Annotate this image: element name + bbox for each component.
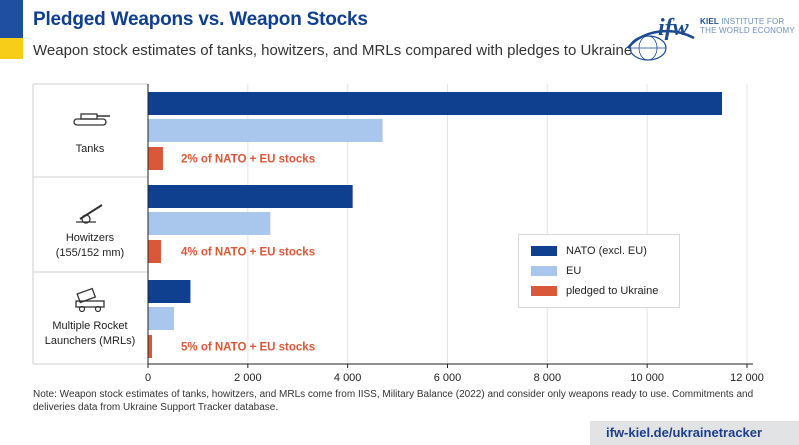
legend-label-eu: EU [566, 265, 582, 277]
ifw-logo: ifw [627, 15, 695, 61]
footer-link[interactable]: ifw-kiel.de/ukrainetracker [606, 425, 763, 440]
x-tick-label: 8 000 [534, 372, 562, 384]
x-tick-label: 4 000 [334, 372, 362, 384]
legend-label-nato: NATO (excl. EU) [566, 245, 647, 257]
legend-swatch-pledged [531, 286, 557, 296]
bar-1-1 [148, 212, 271, 235]
x-tick-label: 10 000 [630, 372, 664, 384]
legend-swatch-eu [531, 266, 557, 276]
category-label: Tanks [76, 143, 105, 155]
tank-icon [73, 113, 110, 126]
legend: NATO (excl. EU) EU pledged to Ukraine [518, 234, 680, 308]
bar-0-1 [148, 185, 353, 208]
x-tick-label: 2 000 [234, 372, 262, 384]
chart-subtitle: Weapon stock estimates of tanks, howitze… [33, 42, 633, 59]
rocket-launcher-icon [75, 287, 105, 313]
logo-mark: ifw [658, 15, 690, 41]
bar-2-1 [148, 240, 161, 263]
bar-1-0 [148, 119, 383, 142]
category-label: Launchers (MRLs) [45, 335, 135, 347]
legend-label-pledged: pledged to Ukraine [566, 285, 659, 297]
bar-0-2 [148, 280, 191, 303]
x-tick-label: 0 [145, 372, 151, 384]
bar-0-0 [148, 92, 723, 115]
legend-item-pledged: pledged to Ukraine [531, 285, 658, 297]
bar-2-2 [148, 335, 152, 358]
logo-line2: THE WORLD ECONOMY [700, 26, 795, 35]
category-label: (155/152 mm) [56, 247, 124, 259]
logo-caption: KIEL INSTITUTE FOR THE WORLD ECONOMY [700, 17, 795, 35]
logo-line1-bold: KIEL [700, 17, 719, 26]
howitzer-icon [76, 204, 103, 224]
logo-line1-rest: INSTITUTE FOR [721, 17, 785, 26]
flag-stripe-yellow [0, 38, 23, 59]
legend-swatch-nato [531, 246, 557, 256]
legend-item-eu: EU [531, 265, 581, 277]
flag-stripe-blue [0, 0, 23, 38]
globe-swoosh-icon [627, 30, 695, 49]
x-tick-label: 6 000 [434, 372, 462, 384]
bar-1-2 [148, 307, 174, 330]
chart-title: Pledged Weapons vs. Weapon Stocks [33, 9, 368, 30]
pledge-annotation: 5% of NATO + EU stocks [181, 342, 315, 354]
bar-2-0 [148, 147, 163, 170]
x-tick-label: 12 000 [730, 372, 764, 384]
pledge-annotation: 4% of NATO + EU stocks [181, 247, 315, 259]
footer-bar [590, 421, 799, 445]
category-label: Howitzers [66, 232, 115, 244]
legend-item-nato: NATO (excl. EU) [531, 245, 647, 257]
footnote: Note: Weapon stock estimates of tanks, h… [33, 389, 754, 413]
category-label: Multiple Rocket [52, 320, 127, 332]
pledge-annotation: 2% of NATO + EU stocks [181, 154, 315, 166]
